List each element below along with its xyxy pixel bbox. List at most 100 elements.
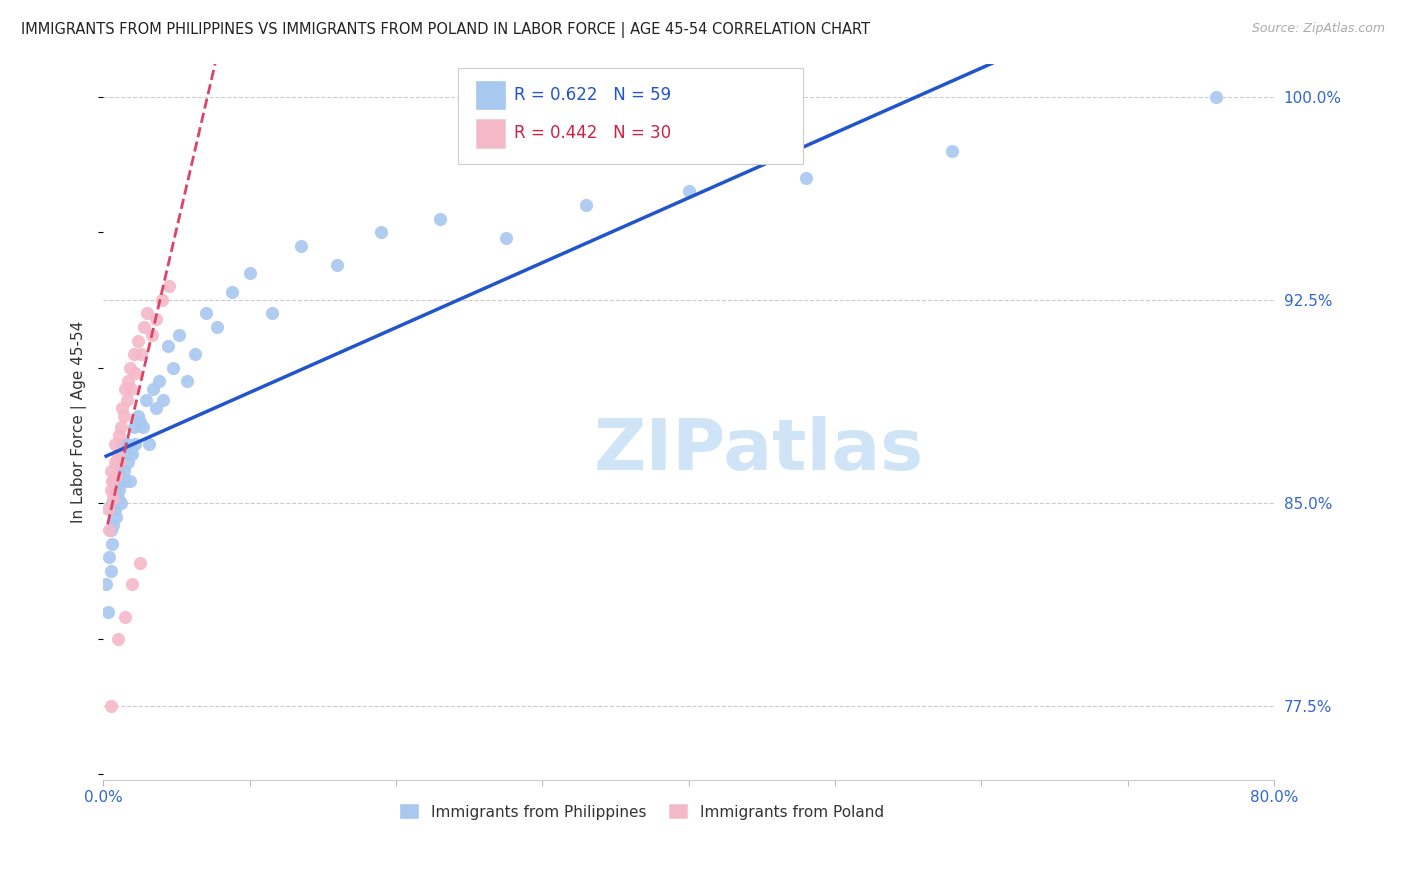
Point (100, 464, 122, 478)
Point (124, 366, 146, 380)
Point (104, 483, 127, 497)
Point (103, 517, 125, 532)
Bar (475, 120, 505, 148)
Point (429, 211, 451, 226)
Point (110, 420, 132, 434)
Point (678, 185, 700, 199)
Point (101, 475, 124, 489)
Point (135, 393, 157, 408)
Point (290, 238, 312, 252)
Point (100, 564, 122, 578)
Point (97, 501, 120, 516)
Point (121, 447, 143, 461)
Point (136, 306, 159, 320)
Point (326, 258, 349, 272)
Point (104, 501, 127, 516)
Point (207, 320, 229, 334)
Point (110, 496, 132, 510)
Point (134, 320, 156, 334)
Point (94, 577, 117, 591)
Point (129, 347, 152, 361)
Point (941, 144, 963, 158)
Point (184, 347, 207, 361)
Point (105, 469, 128, 483)
Point (111, 436, 134, 450)
Point (105, 509, 128, 524)
Y-axis label: In Labor Force | Age 45-54: In Labor Force | Age 45-54 (72, 321, 87, 523)
Point (101, 496, 124, 510)
Point (132, 420, 155, 434)
Point (114, 610, 136, 624)
Point (100, 523, 122, 537)
Point (145, 401, 167, 416)
Point (128, 556, 150, 570)
Point (120, 442, 142, 456)
Point (100, 699, 122, 714)
Point (118, 475, 141, 489)
Point (162, 360, 184, 375)
Point (107, 455, 129, 469)
Point (107, 447, 129, 461)
Point (118, 360, 141, 375)
Point (138, 436, 160, 450)
Legend: Immigrants from Philippines, Immigrants from Poland: Immigrants from Philippines, Immigrants … (394, 798, 890, 826)
Point (111, 401, 134, 416)
Point (104, 436, 127, 450)
Point (108, 483, 131, 497)
Point (127, 409, 149, 424)
Point (98, 523, 121, 537)
Point (260, 306, 283, 320)
Point (104, 455, 127, 469)
Point (117, 374, 139, 388)
Text: Source: ZipAtlas.com: Source: ZipAtlas.com (1251, 22, 1385, 36)
Point (112, 464, 135, 478)
Point (157, 279, 180, 293)
Point (101, 537, 124, 551)
Point (103, 491, 125, 505)
Point (98, 550, 121, 565)
Point (141, 328, 163, 343)
Point (370, 225, 392, 239)
Point (107, 632, 129, 646)
Text: IMMIGRANTS FROM PHILIPPINES VS IMMIGRANTS FROM POLAND IN LABOR FORCE | AGE 45-54: IMMIGRANTS FROM PHILIPPINES VS IMMIGRANT… (21, 22, 870, 38)
Point (794, 170, 817, 185)
Point (103, 475, 125, 489)
Point (112, 409, 135, 424)
Point (105, 469, 128, 483)
Point (1205, 89, 1227, 103)
Point (194, 306, 217, 320)
Point (97, 605, 120, 619)
Point (114, 475, 136, 489)
Point (495, 230, 517, 244)
Point (145, 311, 167, 326)
Point (176, 374, 198, 388)
Point (128, 415, 150, 429)
Point (122, 420, 145, 434)
Point (121, 577, 143, 591)
Point (114, 382, 136, 396)
Point (117, 455, 139, 469)
Point (110, 447, 132, 461)
FancyBboxPatch shape (458, 68, 803, 164)
Point (111, 475, 134, 489)
Point (107, 491, 129, 505)
Point (156, 339, 179, 353)
Bar (475, 80, 505, 109)
Point (169, 328, 191, 343)
Text: R = 0.622   N = 59: R = 0.622 N = 59 (515, 86, 671, 103)
Point (122, 347, 145, 361)
Point (142, 382, 165, 396)
Point (150, 293, 173, 307)
Point (108, 428, 131, 442)
Point (124, 436, 146, 450)
Text: ZIPatlas: ZIPatlas (593, 416, 924, 485)
Point (120, 382, 142, 396)
Point (108, 464, 131, 478)
Point (148, 374, 170, 388)
Point (221, 285, 243, 299)
Point (115, 436, 138, 450)
Point (239, 266, 262, 280)
Point (127, 334, 149, 348)
Text: R = 0.442   N = 30: R = 0.442 N = 30 (515, 125, 671, 143)
Point (115, 393, 138, 408)
